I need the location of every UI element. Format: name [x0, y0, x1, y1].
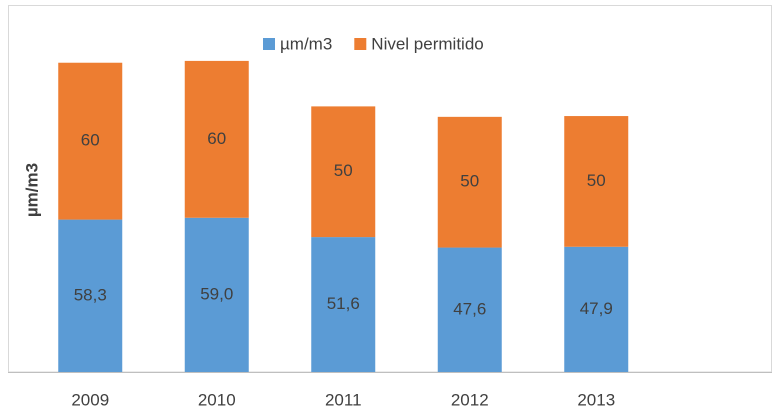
- data-label: 47,9: [580, 299, 613, 318]
- bar-segment: [184, 217, 249, 372]
- x-tick-label: 2012: [451, 390, 489, 409]
- legend-swatch: [263, 38, 275, 50]
- bar-segment: [437, 247, 502, 372]
- legend-swatch: [354, 38, 367, 50]
- data-label: 60: [81, 131, 100, 150]
- bar-segment: [564, 246, 629, 372]
- bar-segment: [437, 116, 502, 248]
- bar-segment: [184, 60, 249, 218]
- legend-label: µm/m3: [280, 34, 332, 53]
- bar-segment: [564, 116, 629, 247]
- x-tick-label: 2011: [325, 390, 362, 409]
- data-label: 50: [587, 171, 606, 190]
- x-tick-label: 2010: [198, 390, 236, 409]
- data-label: 50: [334, 161, 353, 180]
- data-label: 58,3: [74, 285, 107, 304]
- bar-segment: [311, 106, 376, 238]
- bar-segment: [311, 237, 376, 372]
- y-axis-title: µm/m3: [22, 163, 41, 217]
- data-label: 50: [460, 172, 479, 191]
- bar-segment: [58, 62, 123, 220]
- data-label: 47,6: [453, 299, 486, 318]
- x-tick-label: 2009: [71, 390, 109, 409]
- legend-label: Nivel permitido: [371, 34, 483, 53]
- chart-frame: [8, 5, 772, 373]
- data-label: 59,0: [200, 284, 233, 303]
- x-tick-label: 2013: [577, 390, 615, 409]
- bar-segment: [58, 219, 123, 372]
- data-label: 60: [207, 129, 226, 148]
- data-label: 51,6: [327, 294, 360, 313]
